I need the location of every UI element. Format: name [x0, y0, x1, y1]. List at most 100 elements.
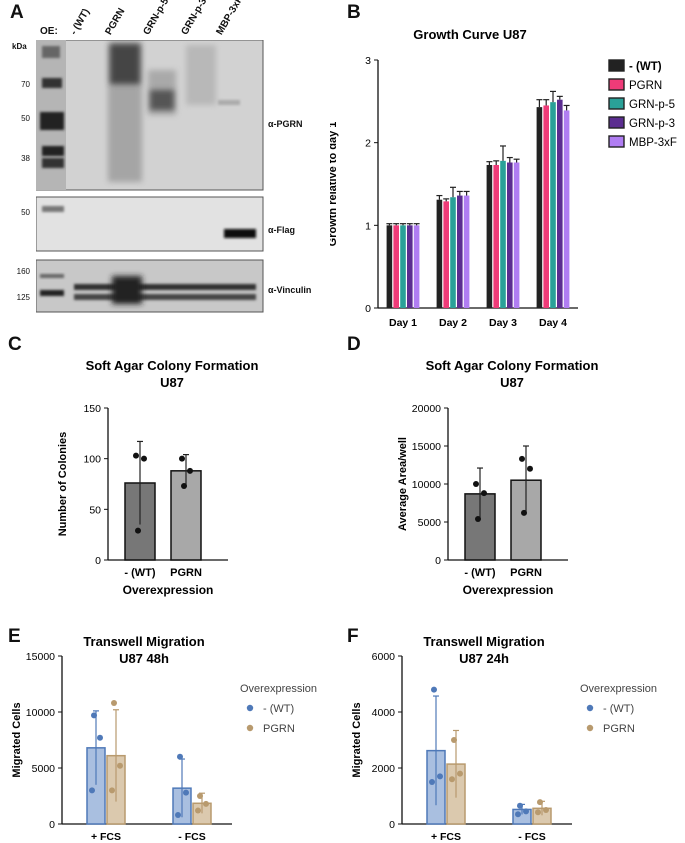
lane-label: MBP-3xF [214, 0, 246, 37]
x-tick-label: Day 2 [439, 317, 467, 329]
data-point [187, 467, 193, 474]
x-tick-label: - (WT) [464, 567, 495, 579]
data-point [175, 812, 181, 819]
bar-- (WT) [486, 164, 493, 308]
lane-label: GRN-p-3 [179, 0, 210, 37]
data-point [429, 779, 435, 785]
x-tick-label: - (WT) [124, 567, 155, 579]
y-tick-label: 20000 [412, 403, 441, 415]
marker-125: 125 [16, 293, 30, 302]
chart-transwell-24h: Transwell Migration U87 24h 0 2000 4000 6000 M… [351, 634, 657, 840]
bar-GRN-p-3 [407, 225, 413, 308]
data-point [195, 807, 201, 814]
panel-letter-e: E [8, 626, 21, 647]
blot-image [36, 40, 264, 313]
legend-swatch [608, 135, 625, 148]
data-point [437, 773, 443, 780]
data-point [97, 734, 103, 741]
data-point [133, 452, 139, 459]
data-point [535, 809, 541, 816]
bar-- (WT) [536, 107, 543, 309]
data-point [117, 762, 123, 769]
bar-PGRN [493, 164, 499, 308]
bar-- (WT) [436, 199, 443, 308]
y-tick-label: 0 [49, 819, 55, 831]
data-point [451, 737, 457, 743]
data-point [197, 793, 203, 799]
y-tick-label: 50 [89, 504, 101, 516]
data-point [177, 753, 183, 760]
panel-letter-a: A [10, 2, 24, 23]
chart-subtitle: U87 24h [459, 651, 509, 666]
bar-MBP-3xF [463, 195, 470, 308]
bar-GRN-p-5 [450, 197, 456, 308]
legend-swatch [608, 59, 625, 72]
chart-title: Growth Curve U87 [413, 27, 526, 42]
x-tick-label: PGRN [170, 567, 202, 579]
y-tick-label: 0 [95, 555, 101, 567]
legend-label: GRN-p-3 [629, 118, 675, 130]
y-tick-label: 10000 [412, 479, 441, 491]
data-point [517, 802, 523, 809]
chart-growth-curve: Growth Curve U87 0 1 2 3 Growth relative to d… [330, 27, 677, 329]
data-point [537, 799, 543, 806]
data-point [91, 712, 97, 719]
marker-38: 38 [21, 154, 30, 163]
chart-subtitle: U87 [500, 375, 524, 390]
y-tick-label: 1 [365, 220, 371, 232]
data-point [89, 787, 95, 794]
panel-letter-f: F [347, 626, 359, 647]
antibody-label-pgrn: α-PGRN [268, 119, 303, 129]
legend-label: PGRN [629, 80, 662, 92]
x-tick-label: + FCS [91, 831, 121, 840]
bar-GRN-p-5 [500, 160, 506, 308]
x-tick-label: Day 1 [389, 317, 417, 329]
legend-label: GRN-p-5 [629, 99, 675, 111]
y-tick-label: 10000 [26, 707, 55, 719]
data-point [183, 789, 189, 796]
data-point [527, 465, 533, 472]
data-point [135, 527, 141, 534]
lane-label: - (WT) [68, 6, 93, 37]
y-tick-label: 4000 [372, 707, 396, 719]
x-axis-label: Overexpression [463, 583, 554, 597]
y-tick-label: 6000 [372, 651, 396, 663]
y-tick-label: 2 [365, 138, 371, 150]
kda-label: kDa [12, 42, 27, 51]
data-point [141, 455, 147, 462]
bar-GRN-p-3 [557, 99, 563, 309]
chart-transwell-48h: Transwell Migration U87 48h 0 5000 10000 1500… [11, 634, 317, 840]
y-axis-label: Growth relative to day 1 [330, 122, 339, 247]
legend-label: - (WT) [263, 703, 294, 715]
marker-50: 50 [21, 114, 30, 123]
bar-MBP-3xF [513, 162, 520, 308]
data-point [519, 455, 525, 462]
data-point [449, 776, 455, 783]
data-point [181, 483, 187, 490]
y-tick-label: 100 [83, 454, 101, 466]
chart-subtitle: U87 48h [119, 651, 169, 666]
data-point [203, 800, 209, 807]
y-tick-label: 3 [365, 55, 371, 67]
x-tick-label: Day 4 [539, 317, 567, 329]
y-tick-label: 0 [389, 819, 395, 831]
bar-GRN-p-3 [507, 162, 513, 308]
legend-label: - (WT) [603, 703, 634, 715]
data-point [109, 787, 115, 794]
chart-title: Transwell Migration [83, 634, 204, 649]
data-point [457, 770, 463, 777]
legend-marker [246, 704, 254, 712]
bar-MBP-3xF [563, 110, 570, 308]
oe-label: OE: [40, 26, 58, 37]
lane-label: GRN-p-5 [141, 0, 172, 37]
marker-160: 160 [16, 267, 30, 276]
y-axis-label: Migrated Cells [351, 702, 363, 777]
legend-marker [246, 724, 254, 732]
data-point [111, 700, 117, 707]
legend-swatch [608, 97, 625, 110]
y-axis-label: Number of Colonies [57, 432, 69, 537]
chart-soft-agar-area: Soft Agar Colony Formation U87 0 5000 10000 1… [397, 358, 598, 597]
data-point [473, 481, 479, 487]
y-tick-label: 5000 [32, 763, 56, 775]
chart-title: Soft Agar Colony Formation [86, 358, 259, 373]
